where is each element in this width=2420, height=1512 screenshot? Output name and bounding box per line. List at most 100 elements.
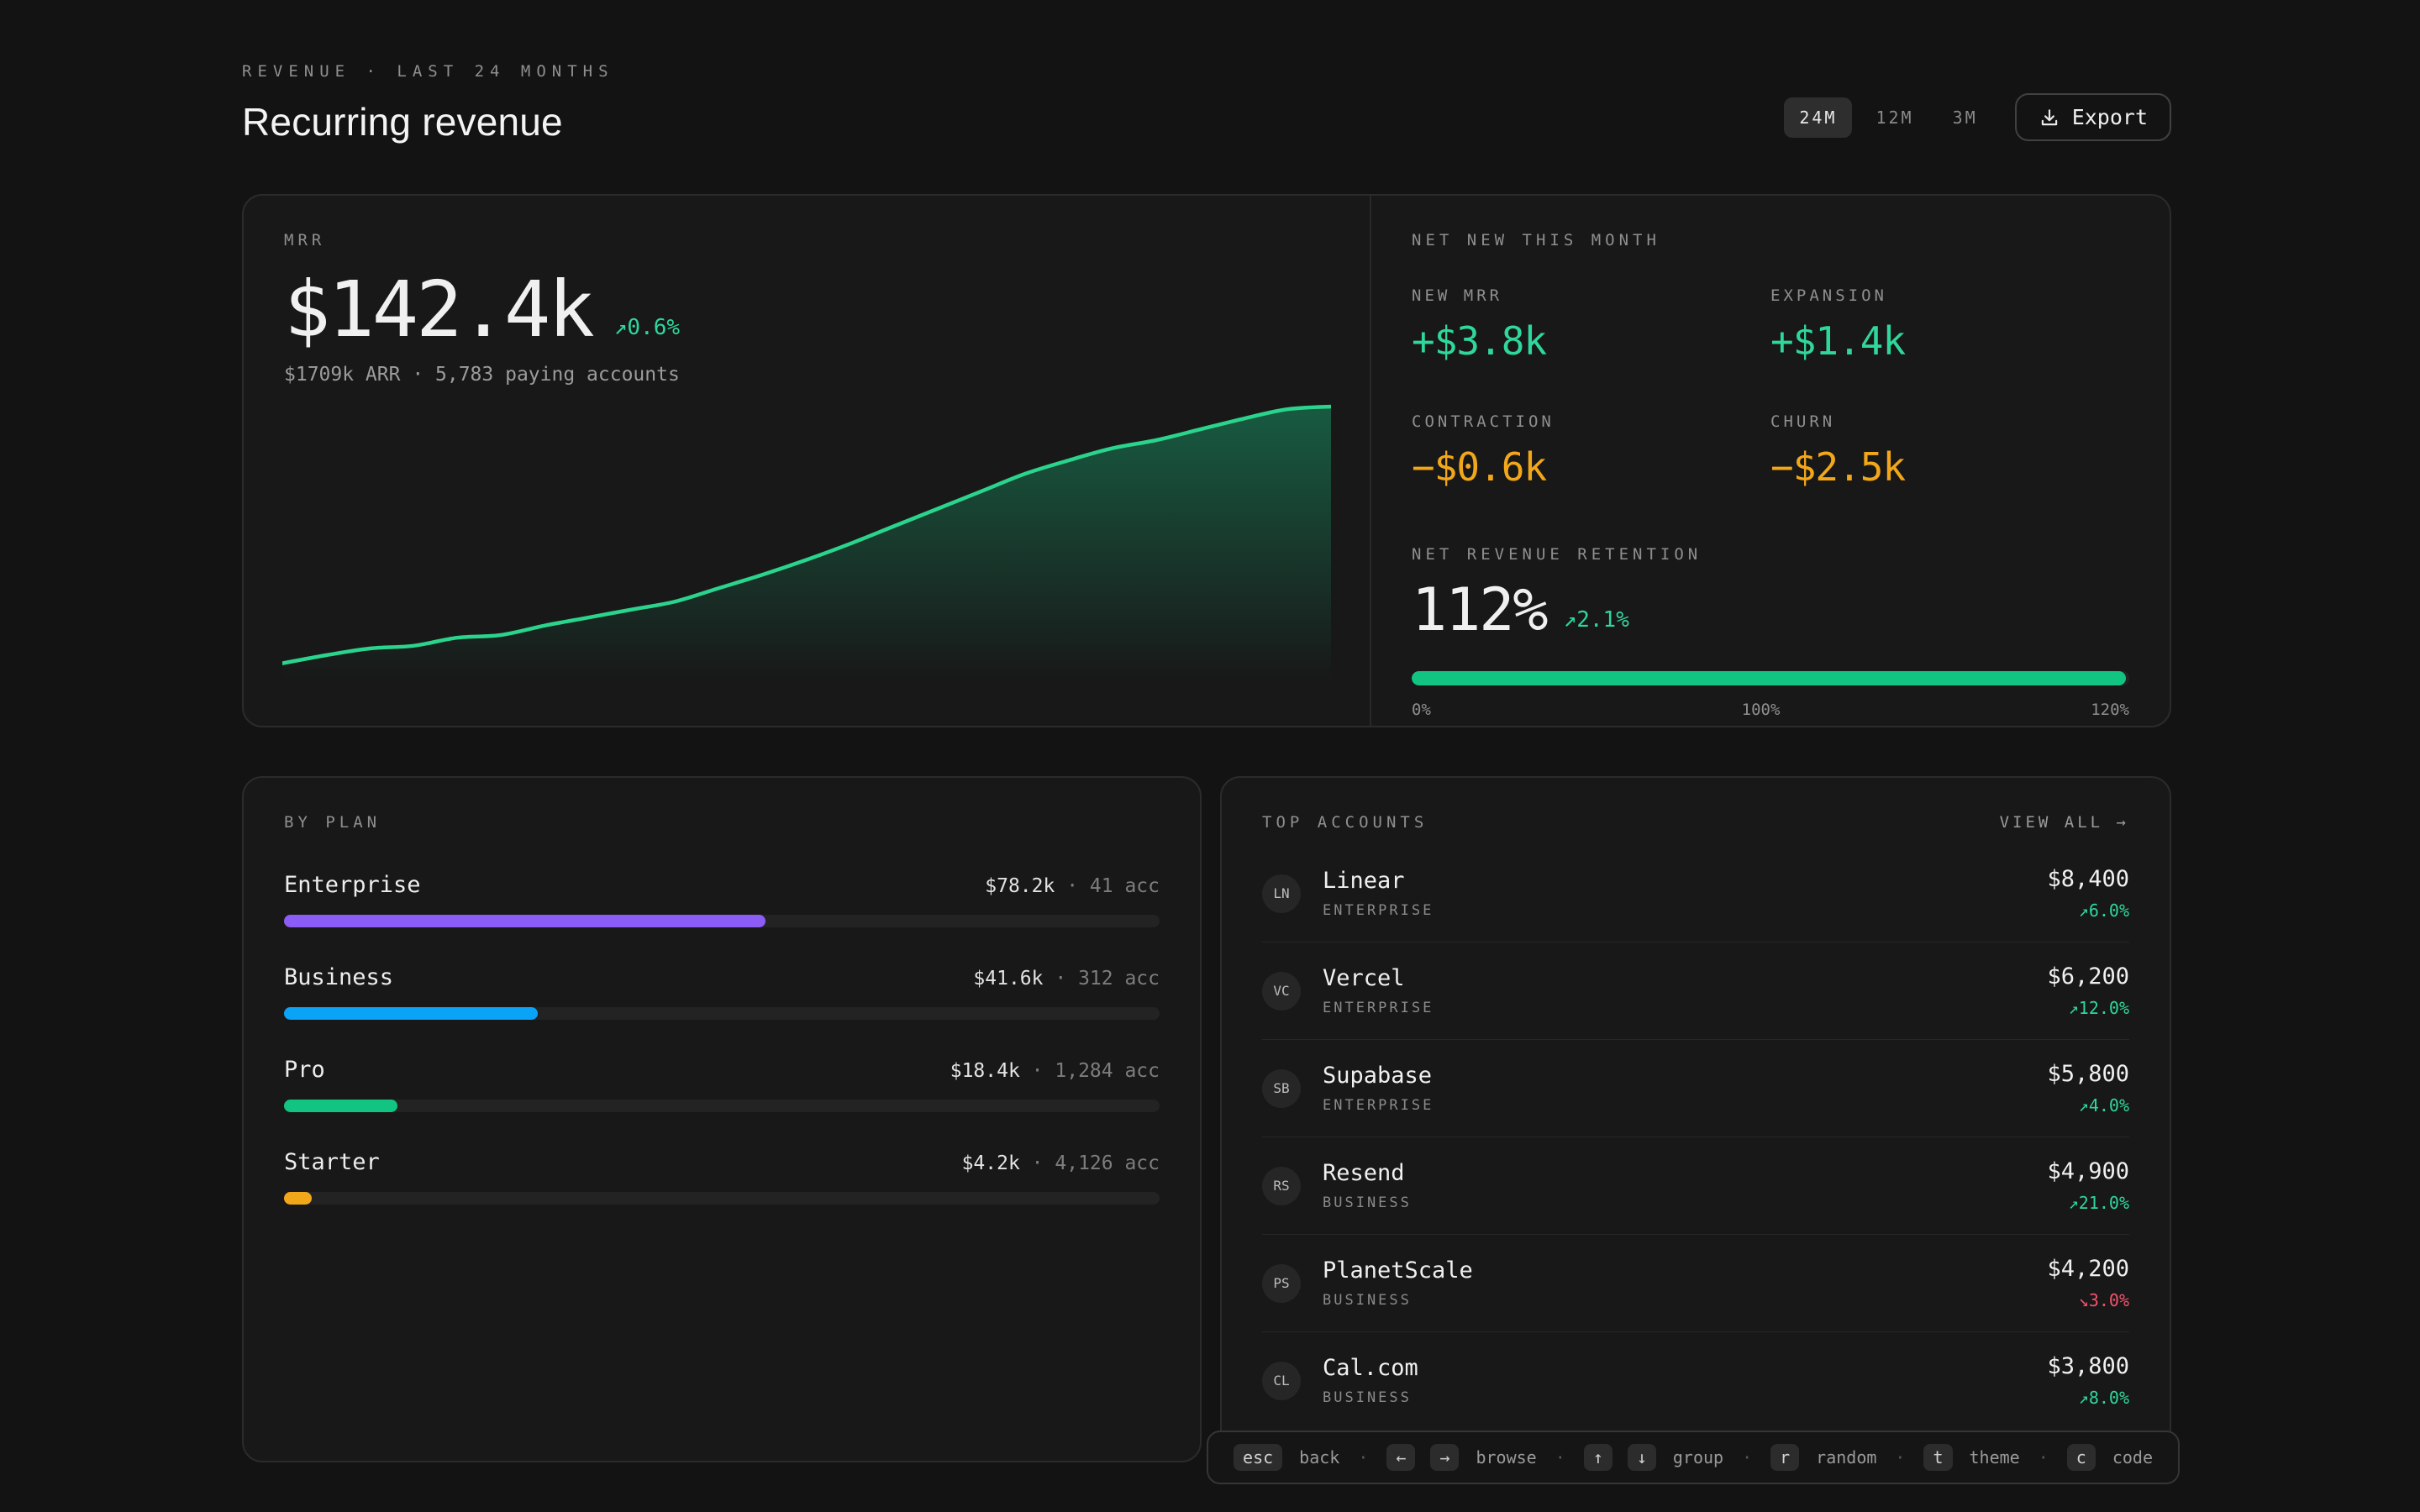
account-value: $8,400 [2047,866,2129,892]
account-tier-badge: ENTERPRISE [1323,1097,1434,1114]
plan-bar-track [284,1192,1160,1205]
account-row[interactable]: PS PlanetScale BUSINESS $4,200 ↘3.0% [1262,1234,2129,1331]
plan-bar-track [284,915,1160,927]
account-row[interactable]: LN Linear ENTERPRISE $8,400 ↗6.0% [1262,845,2129,942]
retention-value: 112% [1412,575,1549,644]
account-value: $3,800 [2047,1353,2129,1379]
retention-value-row: 112% ↗2.1% [1412,580,2129,639]
key-8592[interactable]: ← [1386,1444,1416,1471]
hint-separator: · [2038,1447,2049,1467]
plan-bar-track [284,1100,1160,1112]
retention-label: NET REVENUE RETENTION [1412,545,1702,564]
account-delta: ↗21.0% [2068,1193,2129,1213]
metric-expansion: EXPANSION +$1.4k [1770,286,1906,364]
page-title: Recurring revenue [242,100,563,144]
keyboard-hint-bar: esc back · ← → browse · ↑ ↓ group · r random · t theme ·… [1207,1431,2180,1484]
account-delta: ↘3.0% [2078,1290,2129,1310]
hint-separator: · [1555,1447,1565,1467]
account-value: $4,200 [2047,1256,2129,1282]
account-delta: ↗8.0% [2078,1388,2129,1408]
plan-accounts: 312 acc [1078,968,1160,990]
plan-row: Enterprise $78.2k · 41 acc [284,872,1160,927]
key-8595[interactable]: ↓ [1627,1444,1656,1471]
account-tier-badge: BUSINESS [1323,1292,1412,1309]
hint-separator: · [1358,1447,1369,1467]
plan-value: $4.2k [961,1152,1020,1174]
plan-accounts: 4,126 acc [1055,1152,1160,1174]
account-row[interactable]: CL Cal.com BUSINESS $3,800 ↗8.0% [1262,1331,2129,1429]
plan-name: Pro [284,1057,325,1083]
plan-bar-fill [284,1007,539,1020]
export-label: Export [2071,105,2148,129]
plan-row: Starter $4.2k · 4,126 acc [284,1149,1160,1205]
plan-row: Pro $18.4k · 1,284 acc [284,1057,1160,1112]
plan-name: Enterprise [284,872,421,898]
top-accounts-label: TOP ACCOUNTS [1262,813,1428,832]
retention-bar-fill [1412,671,2126,685]
plan-accounts-sep: · [1019,1060,1055,1082]
plan-value: $78.2k [985,875,1055,897]
account-name: PlanetScale [1323,1257,1473,1284]
hint-label: random [1816,1447,1877,1467]
lower-row: BY PLAN Enterprise $78.2k · 41 acc Busin… [242,776,2171,1462]
mrr-delta: ↗0.6% [613,315,681,340]
avatar: RS [1262,1166,1301,1205]
range-3m-button[interactable]: 3M [1952,107,1978,128]
by-plan-card: BY PLAN Enterprise $78.2k · 41 acc Busin… [242,776,1202,1462]
account-delta: ↗4.0% [2078,1095,2129,1116]
avatar: LN [1262,874,1301,913]
account-value: $6,200 [2047,963,2129,990]
view-all-link[interactable]: VIEW ALL → [1999,813,2129,832]
retention-scale: 0% 100% 120% [1412,701,2129,719]
account-name: Resend [1323,1160,1405,1186]
export-button[interactable]: Export [2014,93,2171,141]
scale-100: 100% [1741,701,1781,719]
hint-label: code [2112,1447,2153,1467]
header-controls: 24M 12M 3M Export [1784,93,2171,144]
plan-value: $41.6k [973,968,1044,990]
key-116[interactable]: t [1923,1444,1953,1471]
key-99[interactable]: c [2066,1444,2096,1471]
hint-label: browse [1476,1447,1537,1467]
range-12m-button[interactable]: 12M [1876,107,1914,128]
hint-label: theme [1969,1447,2020,1467]
plan-value: $18.4k [950,1060,1020,1082]
account-name: Supabase [1323,1063,1433,1089]
plan-accounts: 1,284 acc [1055,1060,1160,1082]
account-name: Cal.com [1323,1355,1418,1381]
breadcrumb: REVENUE · LAST 24 MONTHS [242,62,614,81]
plan-bar-fill [284,915,766,927]
retention-delta: ↗2.1% [1563,607,1629,633]
hint-separator: · [1895,1447,1906,1467]
mrr-pane: MRR $142.4k ↗0.6% $1709k ARR · 5,783 pay… [244,196,1370,726]
plan-bar-fill [284,1100,398,1112]
range-24m-button[interactable]: 24M [1784,97,1853,138]
key-114[interactable]: r [1770,1444,1800,1471]
key-8594[interactable]: → [1430,1444,1460,1471]
header-titles: REVENUE · LAST 24 MONTHS Recurring reven… [242,62,614,144]
hint-label: group [1672,1447,1724,1467]
key-8593[interactable]: ↑ [1583,1444,1612,1471]
plan-bar-fill [284,1192,313,1205]
plan-row: Business $41.6k · 312 acc [284,964,1160,1020]
account-name: Linear [1323,868,1405,894]
key-esc[interactable]: esc [1234,1444,1283,1471]
mrr-card: MRR $142.4k ↗0.6% $1709k ARR · 5,783 pay… [242,194,2171,727]
account-tier-badge: ENTERPRISE [1323,902,1434,919]
retention-bar-track [1412,671,2129,685]
plan-accounts-sep: · [1055,875,1090,897]
account-row[interactable]: RS Resend BUSINESS $4,900 ↗21.0% [1262,1137,2129,1234]
scale-0: 0% [1412,701,1431,719]
avatar: CL [1262,1361,1301,1400]
top-accounts-header: TOP ACCOUNTS VIEW ALL → [1262,813,2129,832]
range-toggle: 24M 12M 3M [1784,97,1992,138]
account-row[interactable]: SB Supabase ENTERPRISE $5,800 ↗4.0% [1262,1039,2129,1137]
metric-churn: CHURN −$2.5k [1770,412,1906,490]
account-row[interactable]: VC Vercel ENTERPRISE $6,200 ↗12.0% [1262,942,2129,1039]
avatar: SB [1262,1068,1301,1108]
plan-bar-track [284,1007,1160,1020]
page-header: REVENUE · LAST 24 MONTHS Recurring reven… [242,62,2171,144]
account-delta: ↗12.0% [2068,998,2129,1018]
plan-list: Enterprise $78.2k · 41 acc Business $41.… [284,872,1160,1205]
